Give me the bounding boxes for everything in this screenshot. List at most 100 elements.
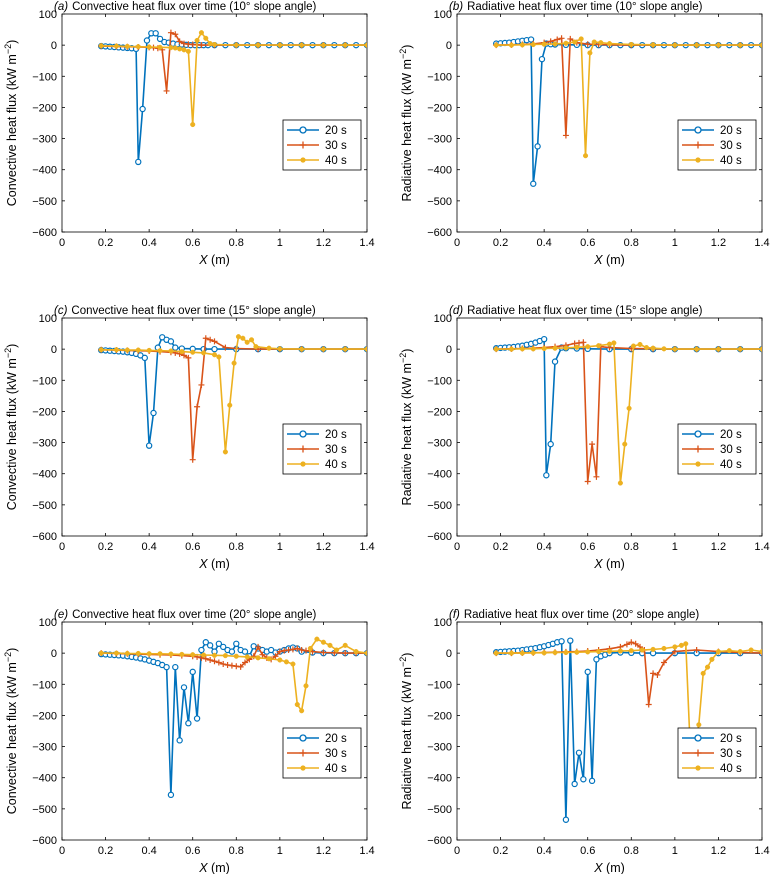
legend-marker <box>300 461 306 467</box>
data-point <box>671 648 678 655</box>
data-point <box>562 816 570 823</box>
y-axis-label-sup: −2 <box>3 348 13 358</box>
panel-title-label: (c) <box>54 305 68 317</box>
y-tick-label: −300 <box>427 742 452 754</box>
y-axis-label-sup: −2 <box>398 49 408 59</box>
data-point <box>598 40 604 46</box>
data-point <box>660 659 667 666</box>
panel-f: (f) Radiative heat flux over time (20° sl… <box>398 609 770 874</box>
data-point <box>157 44 163 50</box>
x-tick-label: 0 <box>454 541 460 553</box>
data-point <box>157 348 163 354</box>
data-point <box>508 346 515 352</box>
data-point <box>190 122 196 128</box>
data-point <box>672 346 678 352</box>
data-point <box>541 650 547 656</box>
data-point <box>596 649 602 655</box>
data-point <box>299 42 305 48</box>
x-axis-variable: X <box>198 253 208 267</box>
y-tick-label: −500 <box>32 804 57 816</box>
data-point <box>584 478 591 485</box>
x-axis-label: X (m) <box>593 861 625 874</box>
y-tick-label: −400 <box>32 165 57 177</box>
y-tick-label: −400 <box>427 165 452 177</box>
data-point <box>124 650 130 657</box>
y-tick-label: −500 <box>32 196 57 208</box>
data-point <box>654 671 661 678</box>
data-point <box>156 35 164 43</box>
x-tick-label: 0.4 <box>536 541 551 553</box>
axes-box <box>456 13 763 233</box>
legend-marker <box>299 734 307 742</box>
data-point <box>530 180 537 187</box>
data-point <box>558 35 565 42</box>
data-point <box>98 650 104 656</box>
data-point <box>250 653 257 660</box>
x-tick-label: 1.2 <box>316 541 331 553</box>
data-point <box>584 668 591 676</box>
data-point <box>554 36 561 43</box>
data-point <box>176 737 183 744</box>
legend-marker <box>694 734 702 742</box>
panel-title: (c) Convective heat flux over time (15° s… <box>54 305 316 317</box>
data-point <box>650 345 656 351</box>
data-point <box>576 339 582 346</box>
legend-label: 40 s <box>720 459 742 471</box>
data-point <box>700 670 706 676</box>
x-tick-label: 0.6 <box>580 237 595 249</box>
y-axis-label-close: ) <box>400 653 414 657</box>
data-point <box>704 664 711 670</box>
data-point <box>643 345 650 351</box>
data-point <box>543 472 550 479</box>
data-point <box>181 40 187 47</box>
data-point <box>320 346 326 352</box>
y-tick-label: −500 <box>427 196 452 208</box>
legend-marker <box>695 157 701 163</box>
data-point <box>342 42 348 48</box>
data-point <box>314 636 320 642</box>
y-axis-label-main: Radiative heat flux (kW m <box>400 667 414 809</box>
data-point <box>152 30 159 37</box>
x-tick-label: 1.4 <box>754 845 769 857</box>
x-tick-label: 0.8 <box>229 541 244 553</box>
data-point <box>541 41 547 47</box>
data-point <box>580 339 587 346</box>
y-tick-label: 0 <box>51 648 57 660</box>
data-point <box>645 701 652 708</box>
data-point <box>585 649 591 655</box>
legend-marker <box>299 445 307 453</box>
data-point <box>530 41 536 48</box>
x-tick-label: 0 <box>454 845 460 857</box>
data-point <box>611 340 617 346</box>
data-point <box>211 652 218 658</box>
x-tick-label: 0.2 <box>98 237 113 249</box>
y-axis-label-main: Convective heat flux (kW m <box>5 54 19 206</box>
legend-label: 30 s <box>325 444 347 456</box>
data-point <box>124 43 130 49</box>
data-point <box>194 403 201 410</box>
data-point <box>113 650 120 656</box>
data-point <box>519 42 525 48</box>
legend-label: 20 s <box>325 125 347 137</box>
panel-title: (e) Convective heat flux over time (20° s… <box>54 609 317 621</box>
data-point <box>563 345 569 351</box>
data-point <box>294 645 301 652</box>
data-point <box>606 648 613 654</box>
data-point <box>185 354 192 361</box>
data-point <box>139 105 146 113</box>
data-point <box>207 41 213 47</box>
y-tick-label: −100 <box>427 71 452 83</box>
data-point <box>547 440 554 448</box>
data-point <box>694 346 700 352</box>
x-tick-label: 0.4 <box>536 845 551 857</box>
data-point <box>143 37 151 44</box>
data-point <box>508 650 515 656</box>
y-tick-label: −300 <box>32 742 57 754</box>
data-point <box>551 358 559 365</box>
y-axis-label-sup: −2 <box>3 44 13 54</box>
legend: 20 s 30 s 40 s <box>677 727 757 779</box>
x-tick-label: 0 <box>59 237 65 249</box>
y-tick-label: −300 <box>427 134 452 146</box>
data-point <box>211 352 218 358</box>
data-point <box>224 661 231 668</box>
